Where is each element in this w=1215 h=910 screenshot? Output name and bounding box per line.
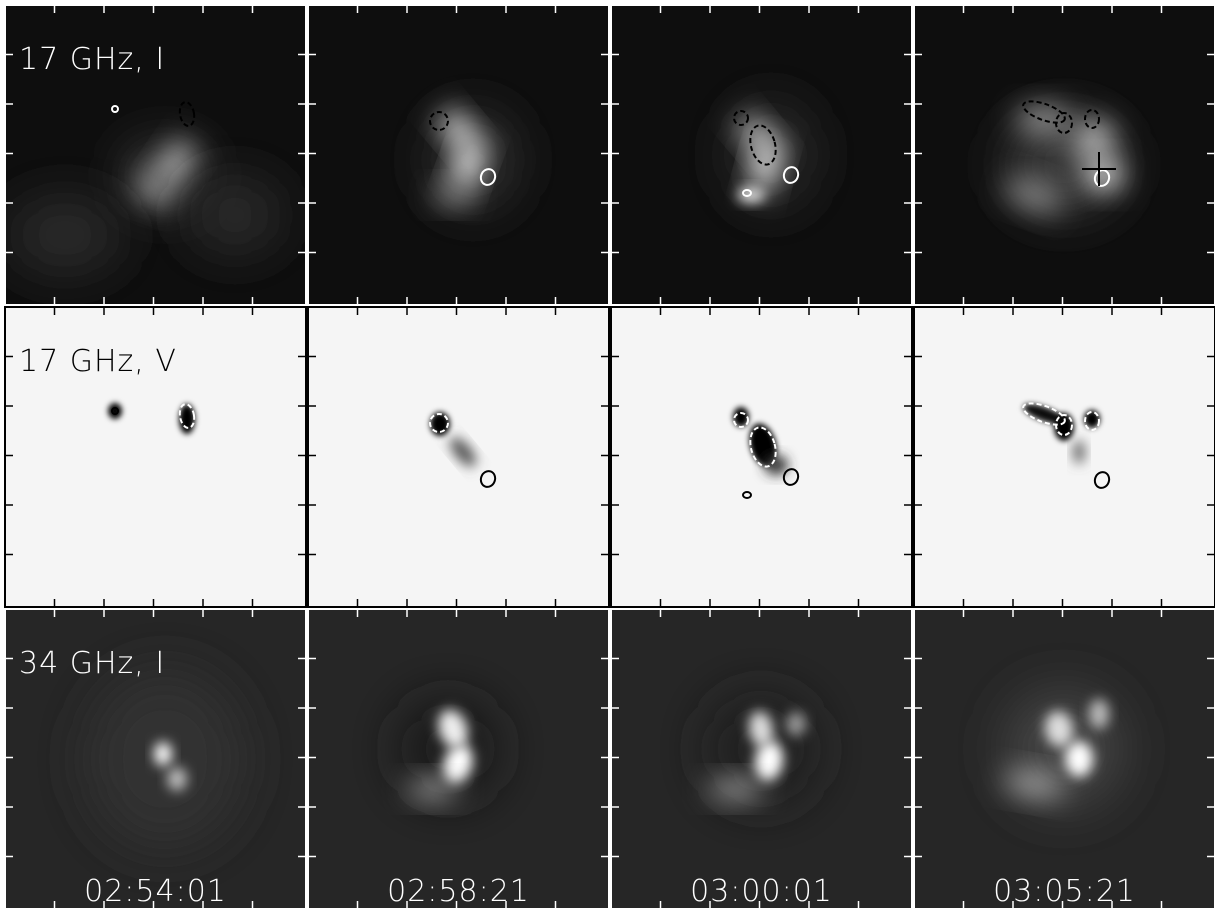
panel-image [308, 5, 609, 305]
panel: 02:58:21 [308, 609, 609, 909]
source [154, 742, 172, 766]
source [708, 779, 764, 799]
figure: 17 GHz, I 17 GHz, V 34 GHz, I 02:54:01 02:58… [0, 0, 1215, 910]
panel-image [308, 609, 609, 909]
source [167, 767, 187, 791]
row-label: 17 GHz, V [19, 344, 177, 379]
panel-image [914, 5, 1215, 305]
source [1074, 120, 1114, 160]
source [185, 175, 285, 255]
panel: 03:00:01 [611, 609, 912, 909]
source [5, 195, 125, 275]
time-label: 02:54:01 [84, 874, 227, 909]
source [1065, 741, 1093, 777]
time-label: 03:05:21 [993, 874, 1136, 909]
panel-image [914, 609, 1215, 909]
panel: 34 GHz, I 02:54:01 [5, 609, 306, 909]
panel [914, 307, 1215, 607]
panel-bg [914, 307, 1215, 607]
source [408, 779, 458, 799]
panel: 17 GHz, I [5, 5, 306, 305]
source [1073, 440, 1085, 464]
source [764, 455, 788, 475]
source [786, 712, 806, 736]
source [1089, 699, 1109, 729]
panel [611, 5, 912, 305]
source [433, 185, 473, 205]
panel-image [914, 307, 1215, 607]
source [108, 403, 122, 419]
panel-image [308, 307, 609, 607]
row-label: 34 GHz, I [19, 646, 165, 681]
time-label: 03:00:01 [690, 874, 833, 909]
panel [611, 307, 912, 607]
panel-image [611, 609, 912, 909]
panel [308, 5, 609, 305]
panel-image [611, 307, 912, 607]
panel [308, 307, 609, 607]
panel: 17 GHz, V [5, 307, 306, 607]
row-label: 17 GHz, I [19, 42, 165, 77]
time-label: 02:58:21 [387, 874, 530, 909]
panel [914, 5, 1215, 305]
panel-image [611, 5, 912, 305]
panel: 03:05:21 [914, 609, 1215, 909]
